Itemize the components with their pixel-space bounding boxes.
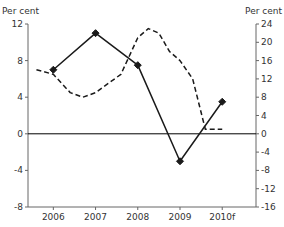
y2-tick-label: 8 [261,92,267,102]
y2-tick-label: 16 [261,56,273,66]
y2-tick-label: 24 [261,19,273,29]
y2-tick-label: -4 [261,147,270,157]
background [0,0,284,227]
y2-tick [256,97,259,98]
y-tick-label: 12 [12,19,23,29]
y-axis: -8 -4 0 4 8 12 [12,19,28,212]
x-tick [95,207,96,210]
x-tick-label: 2006 [42,212,65,222]
x-tick [53,207,54,210]
y-tick-label: 8 [17,56,23,66]
y2-tick [256,207,259,208]
y2-tick [256,170,259,171]
x-tick [137,207,138,210]
y2-tick [256,133,259,134]
y-axis-line [28,24,29,207]
y-tick [25,97,28,98]
y2-tick-label: 0 [261,129,267,139]
y-tick [25,133,28,134]
y-tick-label: -8 [14,202,23,212]
y-tick-label: 4 [17,92,23,102]
marker [219,98,226,105]
y2-tick-label: 12 [261,74,272,84]
marker [50,66,57,73]
y2-tick [256,24,259,25]
y2-tick [256,115,259,116]
y-axis-label: Per cent [2,6,39,16]
y2-tick-label: -8 [261,165,270,175]
y2-tick [256,42,259,43]
y2-axis: -16 -12 -8 -4 0 4 8 12 16 20 24 [256,19,276,212]
x-tick-label: 2008 [126,212,149,222]
zero-line [28,133,256,134]
y-tick-label: -4 [14,165,23,175]
x-tick [222,207,223,210]
y-tick [25,24,28,25]
y2-tick-label: 4 [261,111,267,121]
marker [177,158,184,165]
y2-tick [256,60,259,61]
y-tick [25,207,28,208]
x-tick-label: 2010f [209,212,236,222]
y2-axis-label: Per cent [245,6,282,16]
y2-tick [256,78,259,79]
plot-data [36,29,225,165]
x-tick [180,207,181,210]
marker [134,62,141,69]
chart: -8 -4 0 4 8 12 Per cent -16 -12 -8 -4 0 4 8 12 16 20 24 Pe… [0,0,284,227]
marker [92,30,99,37]
y-tick [25,60,28,61]
y2-tick-label: 20 [261,37,273,47]
y-tick [25,170,28,171]
y2-tick [256,188,259,189]
y-tick-label: 0 [17,129,23,139]
y2-tick-label: -16 [261,202,276,212]
x-tick-label: 2009 [169,212,192,222]
y2-tick [256,152,259,153]
y2-tick-label: -12 [261,184,276,194]
x-axis: 2006 2007 2008 2009 2010f [28,207,256,222]
series-line [36,29,222,130]
x-tick-label: 2007 [84,212,107,222]
